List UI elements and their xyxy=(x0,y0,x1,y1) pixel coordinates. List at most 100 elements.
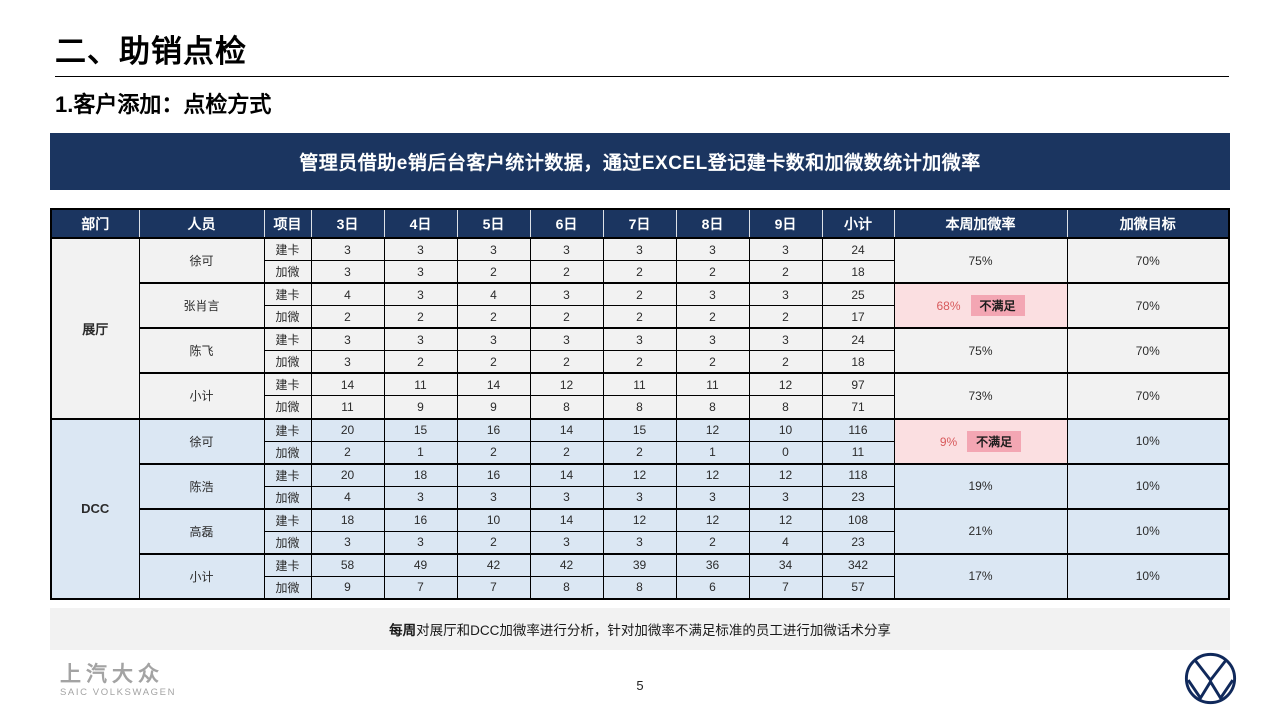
day-value-cell: 2 xyxy=(456,530,531,555)
person-cell: 张肖言 xyxy=(138,282,265,329)
day-value-cell: 1 xyxy=(383,440,458,465)
day-value-cell: 8 xyxy=(602,575,677,600)
column-header: 5日 xyxy=(456,209,530,239)
day-value-cell: 2 xyxy=(748,260,823,284)
item-label-cell: 加微 xyxy=(263,485,312,510)
item-label-cell: 建卡 xyxy=(263,417,312,442)
day-value-cell: 16 xyxy=(383,507,458,532)
day-value-cell: 14 xyxy=(529,507,604,532)
item-label-cell: 加微 xyxy=(263,440,312,465)
day-value-cell: 3 xyxy=(529,282,604,307)
target-cell: 70% xyxy=(1066,327,1230,374)
weekly-rate-cell: 75% xyxy=(893,236,1068,284)
day-value-cell: 20 xyxy=(310,462,385,487)
table-row: 展厅 徐可 建卡 3 3 3 3 3 3 3 24 75% 70% xyxy=(50,236,1230,419)
item-label-cell: 建卡 xyxy=(263,372,312,397)
subtotal-cell: 18 xyxy=(821,260,895,284)
subtotal-cell: 108 xyxy=(821,507,895,532)
day-value-cell: 14 xyxy=(529,462,604,487)
day-value-cell: 16 xyxy=(456,417,531,442)
column-header: 3日 xyxy=(310,209,384,239)
day-value-cell: 7 xyxy=(456,575,531,600)
rate-value: 68% xyxy=(936,299,961,314)
target-cell: 10% xyxy=(1066,552,1230,600)
day-value-cell: 11 xyxy=(383,372,458,397)
day-value-cell: 2 xyxy=(748,350,823,374)
weekly-rate-cell: 21% xyxy=(893,507,1068,555)
day-value-cell: 36 xyxy=(675,552,750,577)
day-value-cell: 2 xyxy=(529,350,604,374)
day-value-cell: 11 xyxy=(310,395,385,419)
item-label-cell: 加微 xyxy=(263,350,312,374)
day-value-cell: 2 xyxy=(675,260,750,284)
subtotal-cell: 97 xyxy=(821,372,895,397)
day-value-cell: 3 xyxy=(748,282,823,307)
day-value-cell: 2 xyxy=(529,440,604,465)
day-value-cell: 2 xyxy=(456,440,531,465)
day-value-cell: 3 xyxy=(310,327,385,352)
day-value-cell: 3 xyxy=(456,327,531,352)
weekly-rate-cell: 75% xyxy=(893,327,1068,374)
day-value-cell: 3 xyxy=(383,237,458,262)
table-row: 陈飞 建卡 3 3 3 3 3 3 3 24 75% 70% xyxy=(51,327,1230,374)
column-header: 人员 xyxy=(138,209,264,239)
day-value-cell: 12 xyxy=(602,462,677,487)
day-value-cell: 3 xyxy=(383,327,458,352)
day-value-cell: 3 xyxy=(529,485,604,510)
day-value-cell: 3 xyxy=(675,237,750,262)
day-value-cell: 18 xyxy=(383,462,458,487)
day-value-cell: 14 xyxy=(456,372,531,397)
day-value-cell: 2 xyxy=(748,305,823,329)
day-value-cell: 12 xyxy=(529,372,604,397)
day-value-cell: 34 xyxy=(748,552,823,577)
day-value-cell: 3 xyxy=(675,485,750,510)
column-header: 6日 xyxy=(529,209,603,239)
person-cell: 徐可 xyxy=(138,236,265,284)
day-value-cell: 20 xyxy=(310,417,385,442)
day-value-cell: 9 xyxy=(456,395,531,419)
day-value-cell: 2 xyxy=(529,305,604,329)
table-row: 加微 9 7 7 8 8 6 7 57 xyxy=(51,575,1229,600)
item-label-cell: 建卡 xyxy=(263,327,312,352)
day-value-cell: 2 xyxy=(602,305,677,329)
day-value-cell: 11 xyxy=(675,372,750,397)
rate-value: 17% xyxy=(968,569,993,584)
day-value-cell: 8 xyxy=(529,575,604,600)
column-header: 7日 xyxy=(602,209,676,239)
rate-value: 73% xyxy=(968,388,993,403)
day-value-cell: 8 xyxy=(748,395,823,419)
day-value-cell: 9 xyxy=(383,395,458,419)
day-value-cell: 18 xyxy=(310,507,385,532)
day-value-cell: 8 xyxy=(602,395,677,419)
item-label-cell: 建卡 xyxy=(263,237,312,262)
day-value-cell: 2 xyxy=(456,305,531,329)
table-row: 高磊 建卡 18 16 10 14 12 12 12 108 21% 10% xyxy=(51,507,1230,555)
day-value-cell: 3 xyxy=(310,350,385,374)
day-value-cell: 2 xyxy=(602,350,677,374)
subtotal-cell: 24 xyxy=(821,327,895,352)
title-divider xyxy=(55,76,1229,77)
subtotal-cell: 118 xyxy=(821,462,895,487)
day-value-cell: 2 xyxy=(675,530,750,555)
weekly-rate-cell: 17% xyxy=(893,552,1068,600)
target-cell: 10% xyxy=(1066,462,1230,510)
day-value-cell: 2 xyxy=(383,350,458,374)
day-value-cell: 2 xyxy=(602,282,677,307)
day-value-cell: 2 xyxy=(529,260,604,284)
table-row: 小计 建卡 14 11 14 12 11 11 12 97 73% 70% xyxy=(51,372,1230,420)
day-value-cell: 3 xyxy=(675,327,750,352)
day-value-cell: 39 xyxy=(602,552,677,577)
footnote-text: 对展厅和DCC加微率进行分析，针对加微率不满足标准的员工进行加微话术分享 xyxy=(416,623,891,638)
subtotal-cell: 23 xyxy=(821,530,895,555)
item-label-cell: 建卡 xyxy=(263,552,312,577)
day-value-cell: 12 xyxy=(675,507,750,532)
column-header: 本周加微率 xyxy=(893,209,1067,239)
table-row: 加微 4 3 3 3 3 3 3 23 xyxy=(51,485,1229,510)
item-label-cell: 建卡 xyxy=(263,507,312,532)
item-label-cell: 加微 xyxy=(263,575,312,600)
rate-value: 75% xyxy=(968,253,993,268)
target-cell: 10% xyxy=(1066,417,1230,465)
rate-value: 9% xyxy=(939,434,958,449)
subtotal-cell: 24 xyxy=(821,237,895,262)
